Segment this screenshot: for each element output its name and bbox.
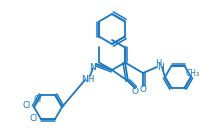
Text: N: N bbox=[90, 62, 96, 72]
Text: H: H bbox=[155, 58, 161, 68]
Text: O: O bbox=[132, 86, 138, 95]
Text: Cl: Cl bbox=[23, 102, 31, 111]
Text: N: N bbox=[158, 62, 164, 72]
Text: NH: NH bbox=[81, 75, 95, 85]
Text: Cl: Cl bbox=[34, 95, 42, 104]
Text: O: O bbox=[140, 85, 146, 93]
Text: Cl: Cl bbox=[30, 114, 38, 123]
Text: CH₃: CH₃ bbox=[186, 69, 200, 79]
